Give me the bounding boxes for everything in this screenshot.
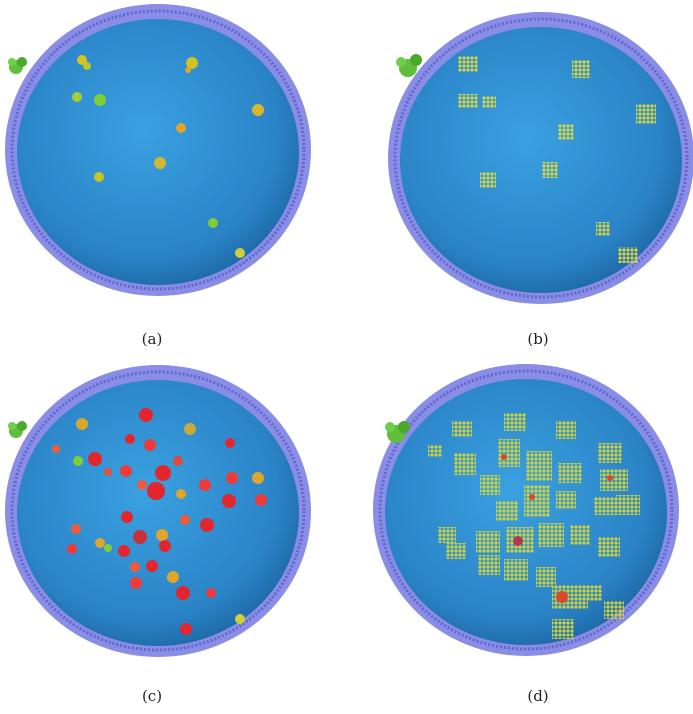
sphere-d — [373, 364, 679, 656]
sphere-b — [388, 12, 693, 304]
sphere-interior — [17, 380, 299, 646]
panel-b: (b) — [346, 0, 693, 357]
particles — [72, 55, 264, 258]
panel-a: (a) — [0, 0, 346, 357]
caption-d: (d) — [527, 687, 549, 705]
caption-b: (b) — [527, 330, 549, 348]
particles — [52, 408, 267, 635]
sphere-interior — [400, 27, 682, 293]
external-cluster — [385, 421, 410, 443]
caption-c: (c) — [141, 687, 163, 705]
sphere-c — [5, 365, 311, 657]
particles — [428, 413, 640, 639]
sphere-interior — [17, 19, 299, 285]
external-cluster — [8, 421, 27, 438]
sphere-a — [5, 4, 311, 296]
panel-d: (d) — [346, 357, 693, 714]
external-cluster — [396, 54, 422, 77]
external-cluster — [8, 57, 27, 74]
caption-a: (a) — [141, 330, 163, 348]
particles — [458, 56, 656, 263]
panel-c: (c) — [0, 357, 346, 714]
